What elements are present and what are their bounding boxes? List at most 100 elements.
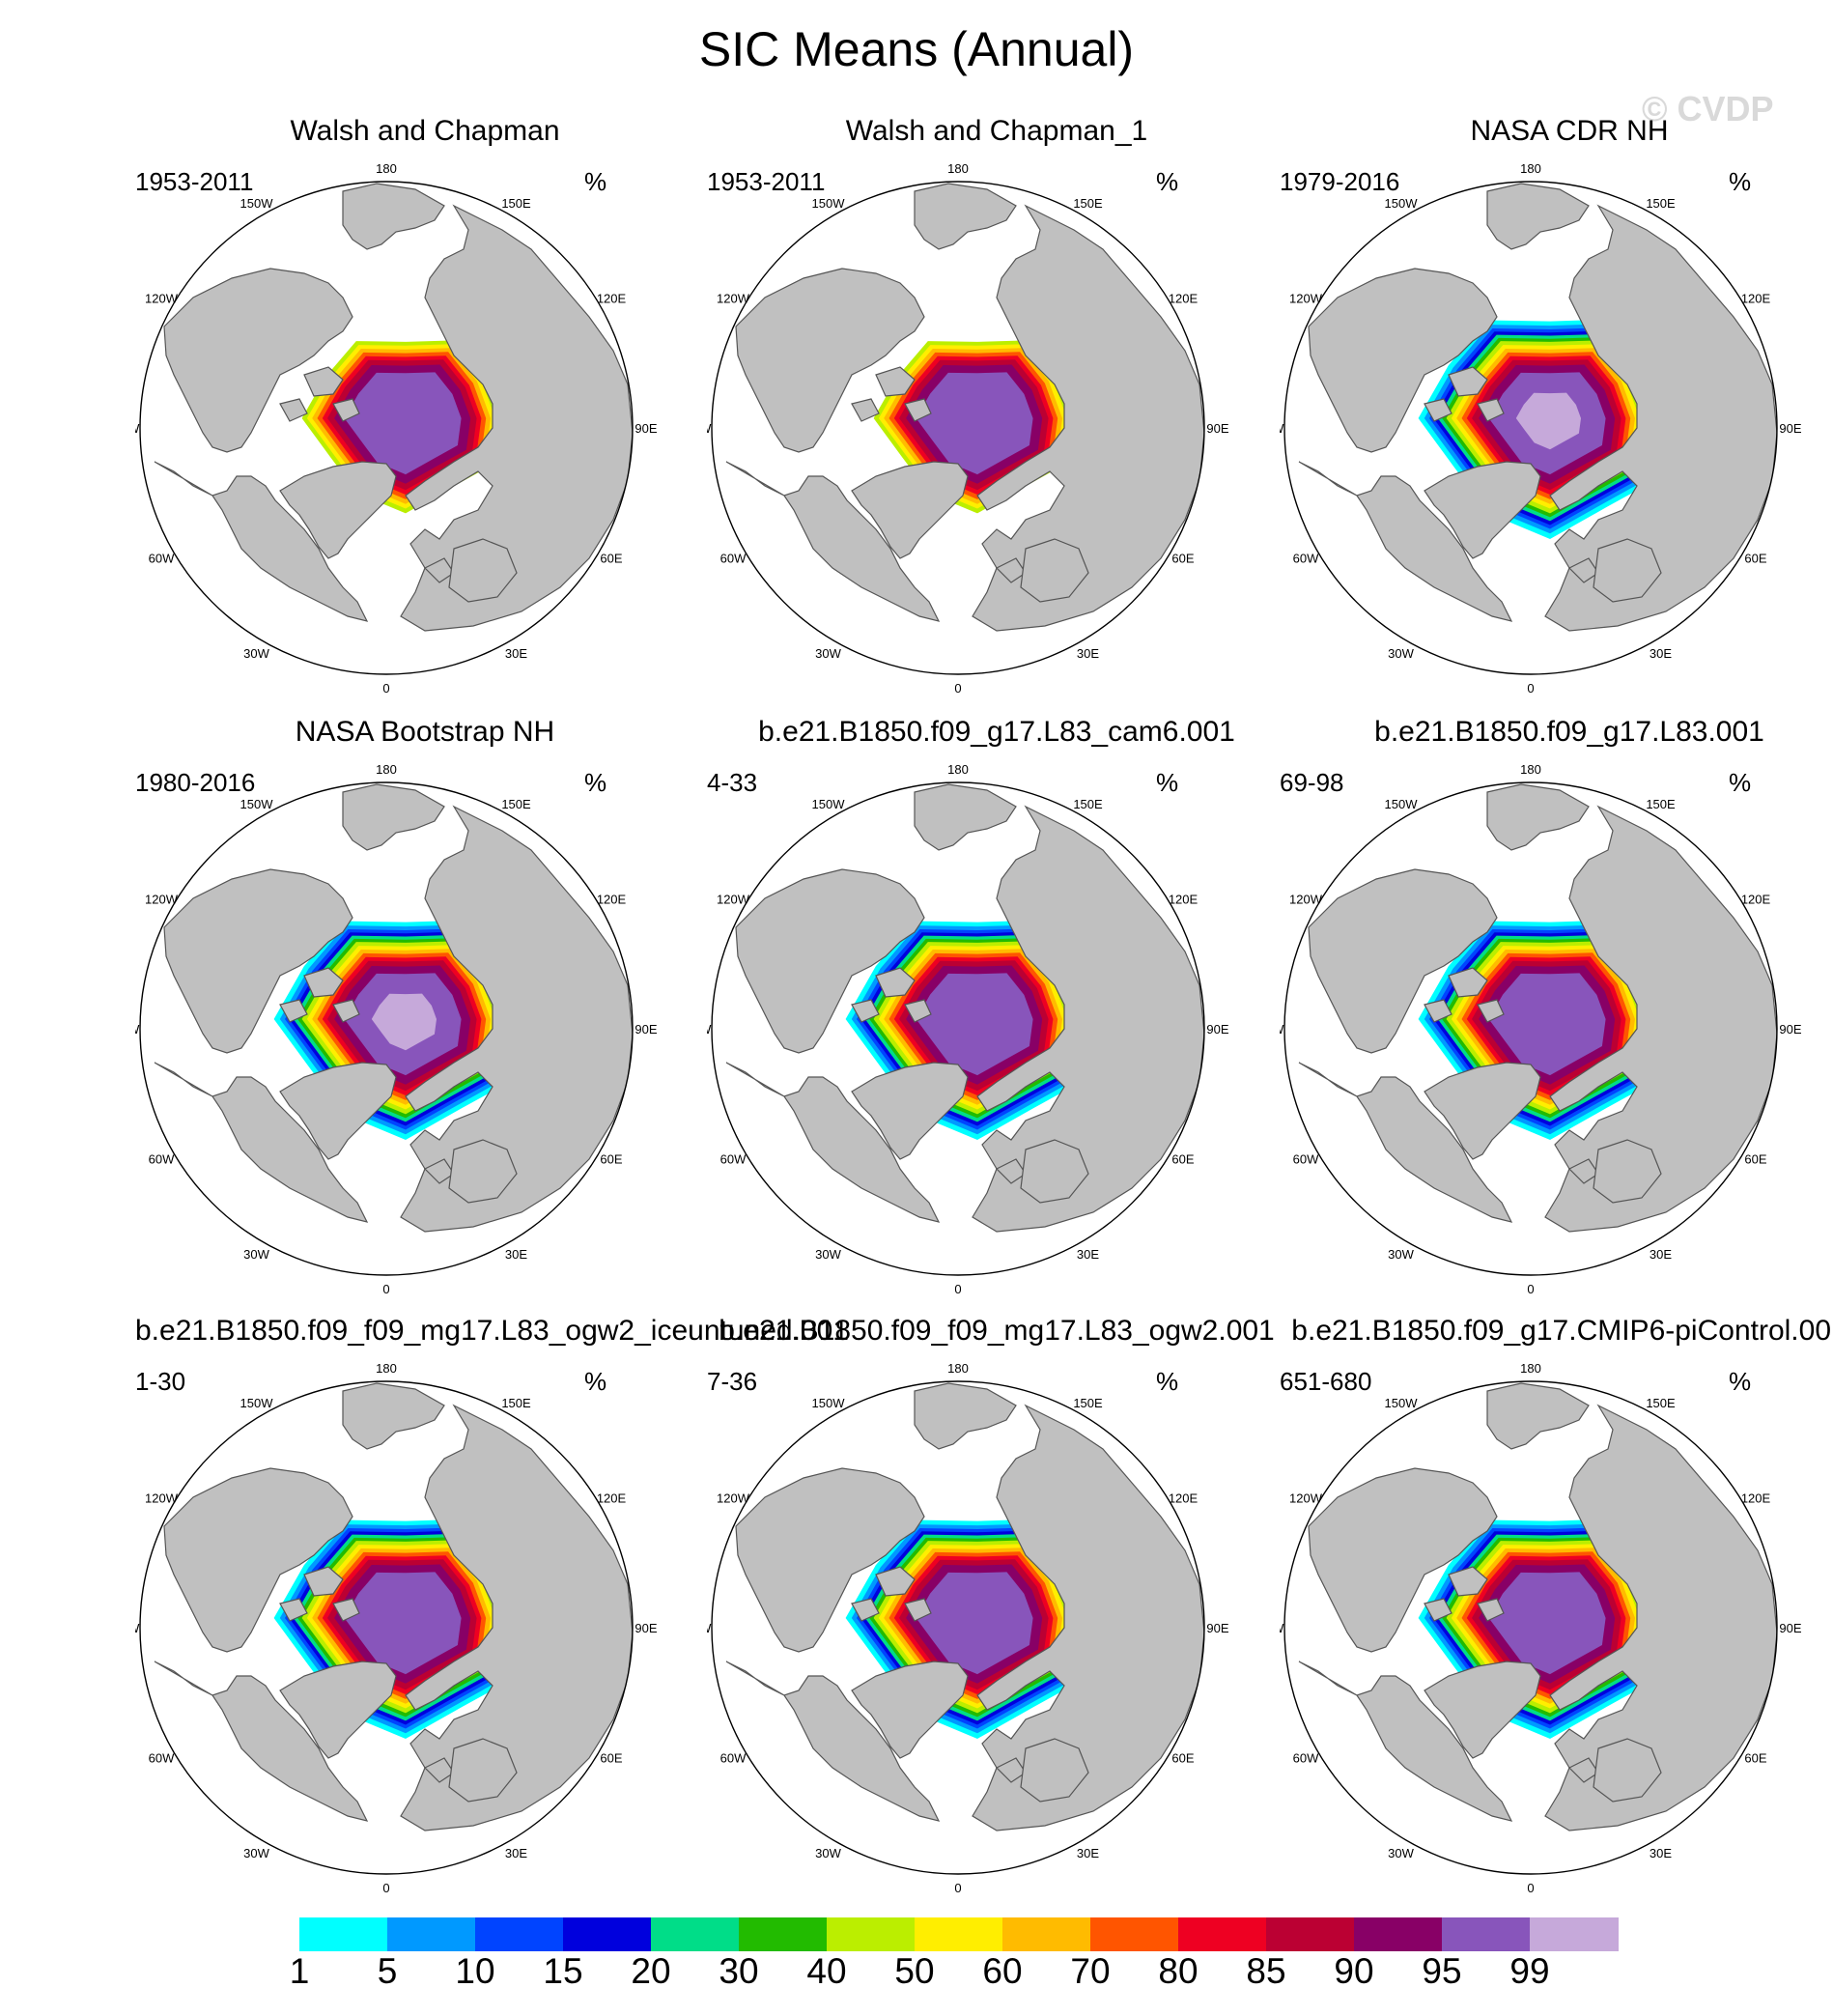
sea-ice-contour — [916, 372, 1033, 475]
land — [875, 1566, 916, 1597]
map-panel: b.e21.B1850.f09_g17.L83.001 69-98% 180 150E… — [1280, 715, 1833, 1294]
map-boundary — [1283, 781, 1778, 1276]
longitude-label: 60E — [600, 552, 622, 566]
map-boundary — [139, 181, 634, 675]
longitude-label: 30E — [505, 1247, 527, 1262]
colorbar-swatch — [915, 1917, 1003, 1951]
land — [342, 183, 445, 250]
land — [332, 1598, 360, 1622]
longitude-label: 90W — [1280, 1621, 1284, 1635]
longitude-label: 120W — [145, 292, 179, 306]
land — [725, 461, 941, 622]
land — [1424, 1661, 1541, 1759]
panel-units: % — [584, 1367, 607, 1396]
longitude-label: 60W — [1293, 1152, 1319, 1167]
watermark: © CVDP — [1642, 89, 1774, 128]
land — [914, 183, 1017, 250]
longitude-label: 30E — [1077, 1846, 1099, 1860]
land — [1486, 783, 1590, 851]
longitude-label: 150E — [501, 797, 531, 811]
longitude-label: 60E — [1744, 1751, 1766, 1766]
land — [904, 1598, 932, 1622]
land — [904, 398, 932, 422]
land — [1477, 1598, 1505, 1622]
panel-units: % — [584, 167, 607, 196]
land — [851, 1062, 969, 1160]
longitude-label: 150E — [1073, 196, 1103, 211]
longitude-label: 60E — [1744, 1152, 1766, 1167]
map-panel: b.e21.B1850.f09_g17.CMIP6-piControl.001 6… — [1280, 1314, 1833, 1893]
colorbar-label: 70 — [1070, 1951, 1111, 1991]
map-panel: Walsh and Chapman_1 1953-2011% 180 150E 120E… — [707, 114, 1286, 694]
longitude-label: 120E — [1741, 1491, 1771, 1506]
longitude-label: 180 — [376, 161, 397, 176]
colorbar: 1 5 10 15 20 30 40 50 60 70 80 85 90 95 99 — [290, 1917, 1619, 1991]
colorbar-label: 95 — [1422, 1951, 1462, 1991]
land — [154, 461, 369, 622]
sea-ice-contour — [1488, 1572, 1606, 1675]
colorbar-label: 99 — [1509, 1951, 1550, 1991]
land — [875, 366, 916, 397]
land — [332, 999, 360, 1023]
land — [448, 1738, 518, 1803]
longitude-label: 150E — [1646, 196, 1676, 211]
land — [1020, 1738, 1089, 1803]
longitude-label: 30W — [815, 1247, 841, 1262]
longitude-label: 0 — [382, 681, 389, 694]
longitude-label: 120W — [717, 292, 750, 306]
land — [972, 1404, 1204, 1831]
land — [851, 999, 880, 1023]
longitude-label: 120W — [145, 893, 179, 907]
colorbar-swatch — [299, 1917, 388, 1951]
panel-period: 1979-2016 — [1280, 167, 1400, 196]
polar-map: 180 150E 120E 90E 60E 30E 0 30W 60W 90W 120W 150W — [1280, 161, 1802, 694]
longitude-label: 180 — [376, 762, 397, 777]
land — [1477, 398, 1505, 422]
longitude-label: 90E — [634, 1621, 657, 1635]
land — [1308, 1467, 1498, 1653]
longitude-label: 120E — [597, 1491, 627, 1506]
longitude-label: 150E — [1073, 1396, 1103, 1410]
land — [1424, 999, 1452, 1023]
longitude-label: 150W — [812, 196, 846, 211]
panel-units: % — [1156, 768, 1179, 797]
colorbar-swatch — [1354, 1917, 1443, 1951]
longitude-label: 180 — [947, 762, 969, 777]
polar-map: 180 150E 120E 90E 60E 30E 0 30W 60W 90W 120W 150W — [707, 1361, 1229, 1893]
land — [1424, 1598, 1452, 1622]
panel-units: % — [1729, 768, 1752, 797]
panel-title: Walsh and Chapman_1 — [845, 115, 1148, 147]
panel-period: 1953-2011 — [135, 167, 254, 196]
figure-title: SIC Means (Annual) — [698, 22, 1135, 76]
longitude-label: 120E — [1741, 292, 1771, 306]
longitude-label: 180 — [1520, 1361, 1541, 1376]
longitude-label: 60W — [1293, 1751, 1319, 1766]
longitude-label: 120W — [717, 893, 750, 907]
longitude-label: 0 — [382, 1282, 389, 1294]
longitude-label: 120W — [717, 1491, 750, 1506]
polar-map: 180 150E 120E 90E 60E 30E 0 30W 60W 90W 120W 150W — [707, 762, 1229, 1294]
longitude-label: 30W — [815, 646, 841, 661]
polar-map: 180 150E 120E 90E 60E 30E 0 30W 60W 90W 120W 150W — [707, 161, 1229, 694]
longitude-label: 150E — [501, 196, 531, 211]
land — [1477, 999, 1505, 1023]
land — [448, 538, 518, 603]
map-boundary — [711, 1380, 1205, 1875]
longitude-label: 90E — [1206, 1022, 1228, 1036]
land — [1593, 1738, 1662, 1803]
longitude-label: 180 — [947, 161, 969, 176]
longitude-label: 150W — [240, 196, 274, 211]
longitude-label: 30W — [815, 1846, 841, 1860]
land — [914, 783, 1017, 851]
longitude-label: 90W — [135, 1621, 140, 1635]
land — [303, 366, 344, 397]
longitude-label: 120W — [1289, 1491, 1323, 1506]
longitude-label: 0 — [382, 1881, 389, 1893]
longitude-label: 30E — [1650, 646, 1672, 661]
longitude-label: 0 — [954, 1282, 961, 1294]
polar-map: 180 150E 120E 90E 60E 30E 0 30W 60W 90W 120W 150W — [135, 762, 658, 1294]
land — [1298, 1661, 1513, 1822]
longitude-label: 90W — [707, 1621, 712, 1635]
panel-units: % — [584, 768, 607, 797]
longitude-label: 60W — [149, 1751, 175, 1766]
